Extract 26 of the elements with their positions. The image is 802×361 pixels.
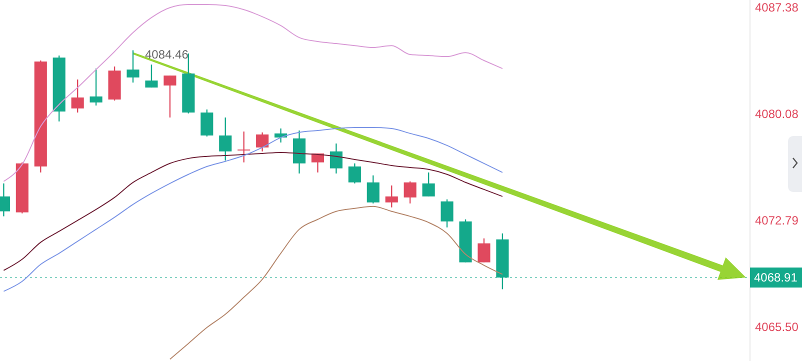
candlestick: [238, 130, 250, 163]
y-tick-label: 4080.08: [755, 107, 799, 122]
candlestick: [71, 78, 84, 114]
ref-line-label: 4068.91: [754, 270, 798, 285]
candlestick: [478, 238, 490, 263]
candlestick: [385, 184, 398, 208]
annotation: 4084.46: [145, 47, 189, 62]
candlestick: [219, 116, 232, 162]
line-series: [3, 152, 503, 271]
candlestick: [90, 68, 102, 106]
candlestick: [256, 132, 269, 152]
candlestick: [164, 74, 176, 118]
candlestick: [145, 64, 158, 88]
candlestick: [366, 174, 380, 204]
candlestick: [200, 108, 214, 138]
line-series: [3, 126, 503, 292]
candlestick: [422, 172, 435, 198]
candlestick: [348, 162, 361, 184]
line-series: [3, 4, 503, 182]
y-tick-label: 4065.50: [755, 320, 799, 334]
candlestick: [126, 50, 140, 84]
candlestick: [440, 198, 454, 228]
candlestick: [404, 180, 416, 204]
y-tick-label: 4087.38: [755, 0, 799, 14]
y-tick-label: 4072.79: [755, 214, 799, 228]
candlestick: [330, 142, 342, 174]
